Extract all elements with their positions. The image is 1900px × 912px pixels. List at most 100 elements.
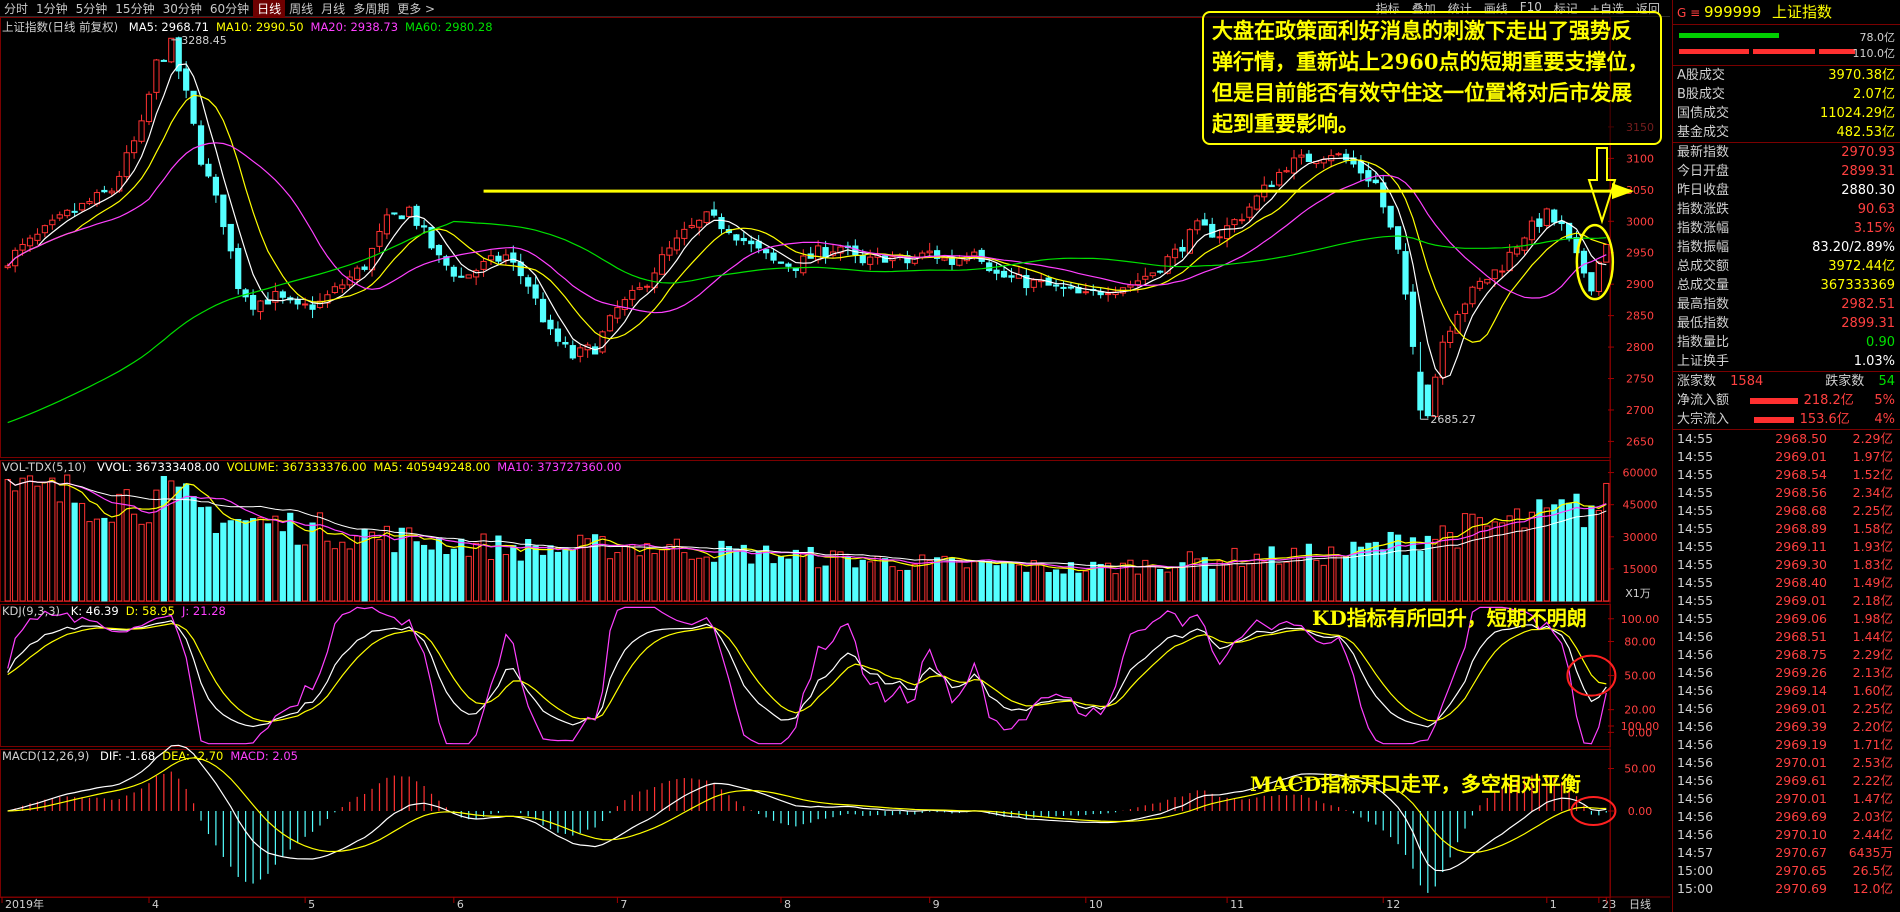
period-tab-6[interactable]: 日线 (253, 0, 286, 17)
candle-body (837, 246, 844, 254)
candle-body (64, 209, 71, 217)
volume-bar (740, 544, 747, 602)
volume-bar (673, 538, 680, 602)
tick-row: 14:56 2969.39 2.20亿 (1673, 718, 1900, 736)
period-tab-2[interactable]: 5分钟 (75, 1, 108, 16)
tick-price: 2969.69 (1775, 809, 1827, 824)
volume-bar (792, 549, 799, 602)
candle-body (1023, 275, 1030, 289)
volume-bar (145, 522, 153, 602)
tick-row: 14:56 2969.01 2.25亿 (1673, 700, 1900, 718)
volume-bar (1276, 563, 1283, 602)
index-row-9: 最低指数 2899.31 (1673, 314, 1900, 333)
volume-bar (1357, 546, 1365, 602)
inflow-value: 218.2亿 (1803, 393, 1854, 408)
vol-item-2: MA5: 405949248.00 (373, 460, 491, 474)
volume-bar (822, 565, 829, 602)
panel-name: 上证指数 (1772, 3, 1833, 21)
volume-bar (1543, 507, 1550, 602)
volume-bar (606, 558, 614, 602)
tick-price: 2968.75 (1775, 647, 1827, 662)
candle-body (606, 315, 614, 332)
tick-price: 2968.50 (1775, 431, 1827, 446)
candle-body (644, 285, 651, 288)
volume-bar (264, 523, 272, 602)
volume-bar (331, 548, 338, 602)
volume-bar (12, 490, 19, 602)
period-tab-1[interactable]: 1分钟 (36, 1, 68, 16)
price-axis-label-10: 2650 (1626, 435, 1654, 448)
trade-row-1: B股成交 2.07亿 (1673, 85, 1900, 104)
g-icon[interactable]: G ≡ (1677, 6, 1704, 20)
period-tab-5[interactable]: 60分钟 (209, 1, 250, 16)
candle-body (78, 202, 86, 211)
candle-body (443, 256, 450, 266)
macd-header: MACD(12,26,9) DIF: -1.68 DEA: -2.70 MACD: … (2, 749, 305, 763)
candle-body (294, 299, 301, 305)
tick-volume: 2.44亿 (1852, 827, 1893, 842)
volume-bar (733, 548, 740, 602)
period-tab-3[interactable]: 15分钟 (115, 1, 155, 16)
volume-bar (896, 569, 904, 602)
volume-bar (1164, 571, 1171, 602)
tick-time: 14:55 (1677, 485, 1714, 500)
volume-bar (1112, 573, 1119, 602)
candle-body (1060, 286, 1067, 289)
red-bar-3 (1819, 49, 1855, 54)
volume-bar (1558, 499, 1565, 602)
candle-body (926, 250, 933, 254)
candle-body (4, 265, 11, 269)
period-tab-4[interactable]: 30分钟 (162, 1, 202, 16)
volume-bar (1127, 559, 1134, 602)
trade-value: 3970.38亿 (1828, 68, 1895, 83)
volume-bar (1201, 557, 1208, 602)
tick-row: 14:56 2970.01 1.47亿 (1673, 790, 1900, 808)
candle-body (688, 224, 695, 228)
volume-bar (1186, 551, 1194, 602)
fall-value: 54 (1878, 374, 1895, 389)
volume-title: VOL-TDX(5,10) (2, 460, 87, 474)
tick-row: 14:55 2969.30 1.83亿 (1673, 556, 1900, 574)
inflow-label: 大宗流入 (1677, 412, 1730, 427)
tick-volume: 2.29亿 (1852, 431, 1893, 446)
macd-highlight-circle (1570, 796, 1617, 826)
tick-volume: 1.58亿 (1852, 521, 1893, 536)
index-value: 2899.31 (1841, 164, 1895, 179)
vol-item-0: VVOL: 367333408.00 (97, 460, 220, 474)
kdj-highlight-circle (1566, 654, 1617, 697)
candle-body (473, 270, 480, 278)
candle-body (785, 263, 792, 267)
price-axis-label-7: 2800 (1626, 341, 1654, 354)
tool-button-4[interactable]: F10 (1519, 0, 1542, 14)
volume-bar (4, 479, 11, 602)
candle-body (577, 347, 584, 357)
tick-volume: 2.25亿 (1852, 503, 1893, 518)
macd-annotation: MACD指标开口走平，多空相对平衡 (1250, 772, 1581, 796)
candle-body (1186, 229, 1194, 254)
candle-body (525, 277, 532, 287)
candle-body (1231, 219, 1238, 226)
tick-volume: 1.98亿 (1852, 611, 1893, 626)
tick-volume: 12.0亿 (1852, 881, 1893, 896)
ma5-line (7, 63, 1607, 380)
candle-body (1052, 284, 1060, 287)
period-tab-0[interactable]: 分时 (4, 1, 29, 16)
candle-body (123, 152, 130, 178)
trade-label: 国债成交 (1677, 106, 1730, 121)
period-tab-7[interactable]: 周线 (289, 1, 314, 16)
tick-price: 2969.26 (1775, 665, 1827, 680)
candle-body (168, 37, 175, 63)
period-tab-9[interactable]: 多周期 (353, 1, 390, 16)
vol-ma10-line (7, 479, 1607, 570)
volume-bar (1157, 568, 1164, 602)
tick-list[interactable]: 14:55 2968.50 2.29亿 14:55 2969.01 1.97亿 14:55 2… (1673, 429, 1900, 898)
candle-body (1194, 220, 1201, 231)
index-value: 2982.51 (1841, 297, 1895, 312)
tick-volume: 2.25亿 (1852, 701, 1893, 716)
price-axis-label-1: 3100 (1626, 152, 1654, 165)
period-tab-10[interactable]: 更多 > (397, 1, 436, 16)
candle-body (153, 59, 160, 93)
ma10-line (7, 94, 1607, 343)
period-tab-8[interactable]: 月线 (321, 1, 346, 16)
candle-body (1365, 170, 1372, 182)
